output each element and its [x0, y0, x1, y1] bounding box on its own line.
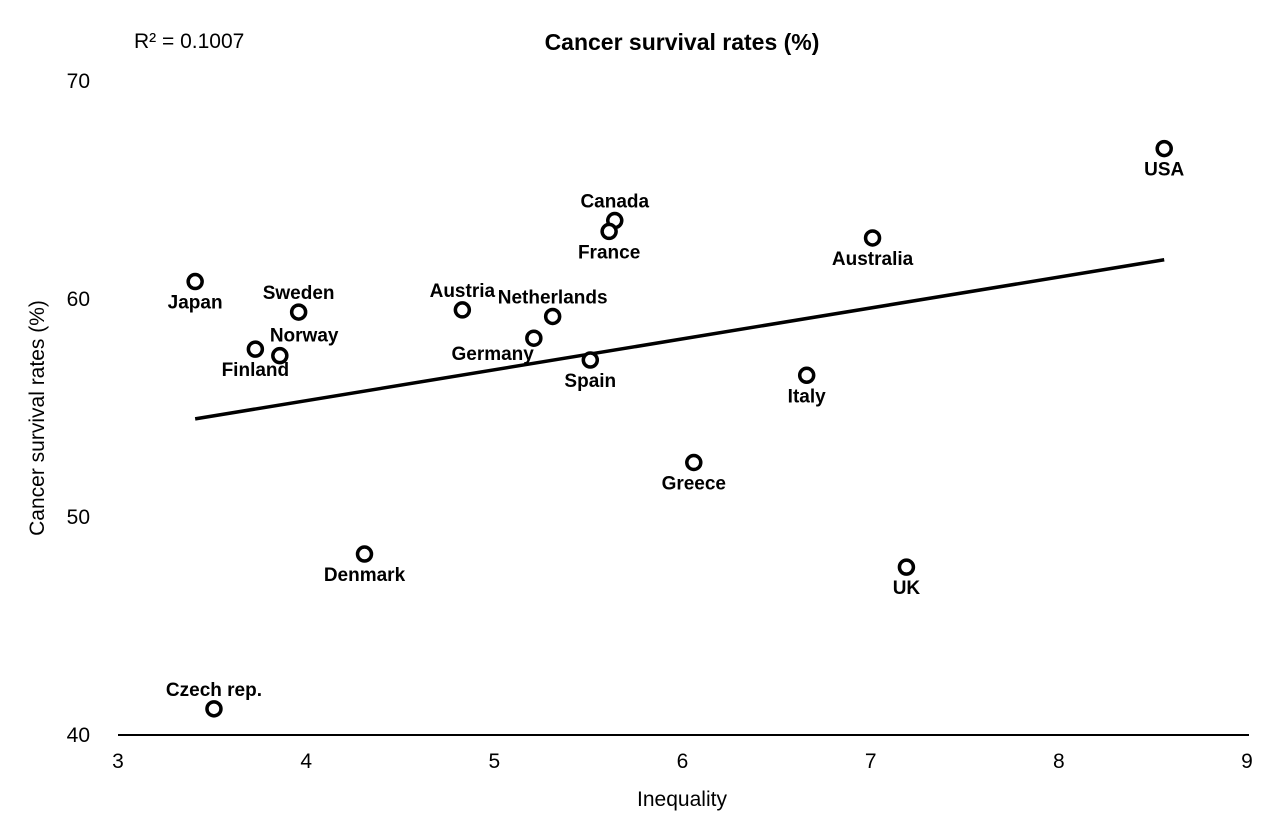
y-axis-label: Cancer survival rates (%) — [26, 300, 49, 536]
data-point — [186, 272, 204, 291]
data-point — [1155, 139, 1173, 158]
data-point — [797, 366, 816, 385]
data-point — [205, 700, 223, 718]
point-label: Finland — [222, 360, 290, 381]
point-label: Norway — [270, 326, 339, 347]
x-axis-label: Inequality — [637, 788, 727, 811]
x-tick-label: 6 — [677, 750, 689, 773]
data-point — [271, 346, 289, 365]
point-label: Australia — [832, 249, 914, 270]
x-tick-label: 4 — [300, 750, 312, 773]
point-label: Spain — [564, 371, 616, 392]
trendline-group — [194, 258, 1165, 421]
x-tick-labels: 3 4 5 6 7 8 9 — [112, 750, 1253, 773]
y-tick-labels: 40 50 60 70 — [67, 70, 90, 747]
data-point — [600, 222, 618, 241]
data-point — [246, 340, 265, 358]
point-label: Austria — [430, 281, 496, 302]
point-label: Sweden — [263, 283, 335, 304]
point-label: Canada — [580, 192, 649, 213]
data-point — [897, 558, 916, 576]
chart-title: Cancer survival rates (%) — [545, 29, 820, 55]
point-label: Japan — [168, 293, 223, 314]
data-point — [289, 303, 308, 321]
point-label: Greece — [662, 474, 726, 495]
x-tick-label: 3 — [112, 750, 124, 773]
point-label: USA — [1144, 160, 1184, 181]
data-point — [525, 329, 543, 347]
data-point — [355, 545, 374, 563]
x-tick-label: 8 — [1053, 750, 1065, 773]
x-tick-label: 5 — [488, 750, 500, 773]
point-label: France — [578, 242, 640, 263]
point-label: Netherlands — [498, 287, 608, 308]
trendline — [194, 258, 1165, 421]
y-tick-label: 50 — [67, 506, 90, 529]
x-tick-label: 9 — [1241, 750, 1253, 773]
r-squared-annotation: R² = 0.1007 — [134, 30, 244, 53]
data-point — [543, 307, 562, 326]
point-label: Czech rep. — [166, 680, 262, 701]
point-label: Germany — [451, 344, 534, 365]
y-tick-label: 40 — [67, 724, 90, 747]
data-points: USA Canada France Australia Japan Austria Swed… — [166, 139, 1185, 718]
data-point — [453, 301, 472, 319]
y-tick-label: 70 — [67, 70, 90, 93]
data-point — [863, 229, 882, 247]
y-tick-label: 60 — [67, 288, 90, 311]
point-label: Italy — [788, 386, 826, 407]
point-label: Denmark — [324, 565, 406, 586]
x-tick-label: 7 — [865, 750, 877, 773]
point-label: UK — [893, 578, 921, 599]
data-point — [581, 351, 600, 369]
data-point — [685, 453, 703, 472]
